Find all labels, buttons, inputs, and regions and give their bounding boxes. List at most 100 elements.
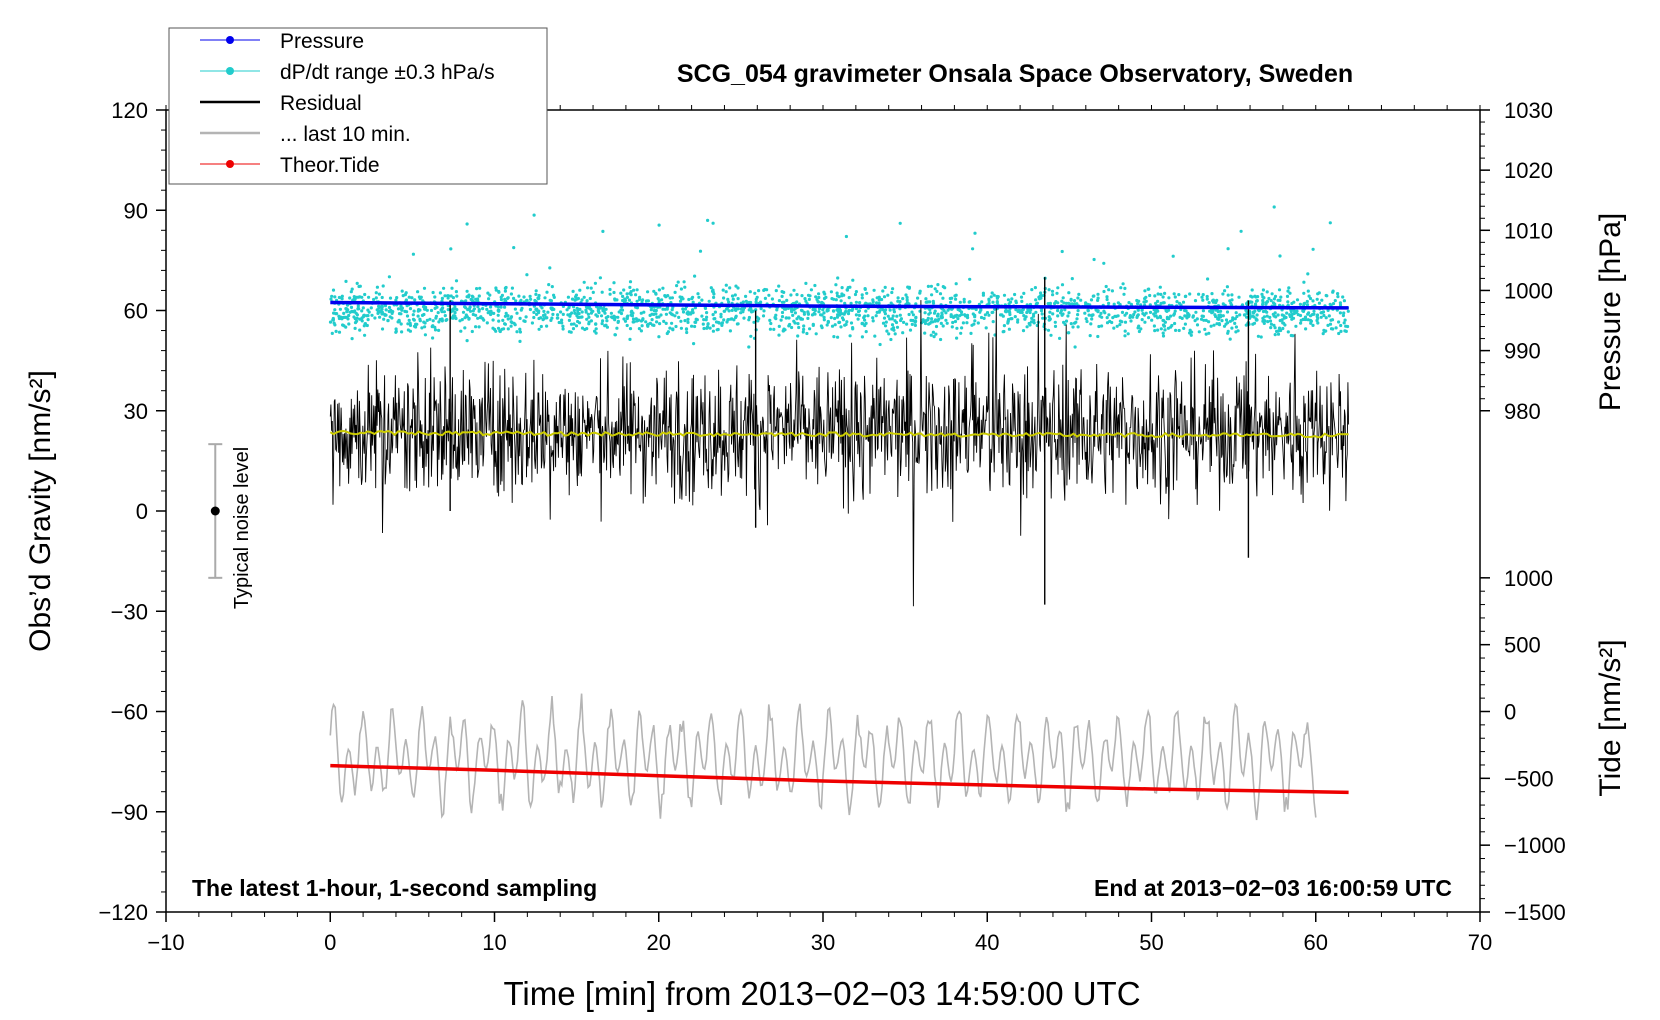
dpdt-point xyxy=(882,316,887,320)
dpdt-point xyxy=(1159,327,1163,331)
dpdt-point xyxy=(1092,294,1096,298)
dpdt-point xyxy=(569,322,574,326)
dpdt-point xyxy=(1299,321,1303,325)
dpdt-point xyxy=(780,315,785,319)
dpdt-point xyxy=(433,295,437,299)
dpdt-point xyxy=(883,285,887,289)
dpdt-point xyxy=(458,319,462,323)
dpdt-point xyxy=(619,291,623,295)
dpdt-point xyxy=(1242,313,1247,317)
dpdt-point xyxy=(344,279,348,283)
dpdt-point xyxy=(1076,325,1080,329)
dpdt-point xyxy=(863,318,867,322)
dpdt-point xyxy=(352,297,356,302)
dpdt-point xyxy=(1281,326,1285,331)
dpdt-point xyxy=(805,331,809,336)
dpdt-point xyxy=(525,298,529,303)
dpdt-point xyxy=(959,313,964,317)
dpdt-point xyxy=(910,322,914,326)
dpdt-point xyxy=(350,309,354,313)
dpdt-point xyxy=(1240,303,1245,307)
dpdt-point xyxy=(802,327,806,331)
dpdt-point xyxy=(983,313,988,317)
dpdt-point xyxy=(693,324,697,329)
dpdt-point xyxy=(1307,294,1311,298)
dpdt-point xyxy=(1153,294,1157,298)
dpdt-point xyxy=(734,314,738,318)
dpdt-point xyxy=(431,290,435,295)
dpdt-point xyxy=(686,310,690,314)
dpdt-point xyxy=(1025,325,1029,329)
dpdt-point xyxy=(472,307,476,311)
dpdt-point xyxy=(569,330,573,334)
dpdt-point xyxy=(892,328,896,332)
dpdt-point xyxy=(895,314,899,318)
dpdt-point xyxy=(1002,329,1006,334)
dpdt-point xyxy=(1143,320,1147,324)
dpdt-point xyxy=(549,299,554,303)
dpdt-point xyxy=(762,309,766,313)
dpdt-point xyxy=(411,313,415,317)
dpdt-point xyxy=(833,323,837,327)
dpdt-point xyxy=(733,308,738,312)
dpdt-point xyxy=(504,311,508,315)
dpdt-point xyxy=(728,286,732,290)
legend-label: Theor.Tide xyxy=(280,154,380,177)
dpdt-point xyxy=(453,305,457,309)
dpdt-point xyxy=(1321,310,1326,314)
dpdt-point xyxy=(605,319,609,323)
dpdt-point xyxy=(1090,313,1094,317)
dpdt-point xyxy=(561,327,565,331)
dpdt-point xyxy=(567,318,572,322)
dpdt-point xyxy=(358,317,362,321)
dpdt-point xyxy=(557,320,561,325)
dpdt-point xyxy=(863,287,867,291)
dpdt-point xyxy=(834,298,838,302)
dpdt-point xyxy=(1161,323,1166,327)
dpdt-point xyxy=(730,294,735,298)
dpdt-point xyxy=(635,299,639,303)
dpdt-point xyxy=(1279,295,1283,299)
dpdt-point xyxy=(1172,313,1176,317)
dpdt-point xyxy=(1342,321,1346,325)
dpdt-point xyxy=(529,297,533,301)
dpdt-point xyxy=(679,326,684,330)
dpdt-point xyxy=(461,310,466,314)
dpdt-point xyxy=(1050,289,1055,293)
dpdt-point xyxy=(1048,317,1052,321)
dpdt-point xyxy=(693,274,697,278)
dpdt-point xyxy=(790,310,794,314)
dpdt-point xyxy=(888,308,892,312)
dpdt-point xyxy=(875,301,879,305)
dpdt-point xyxy=(551,312,555,316)
dpdt-point xyxy=(756,319,760,323)
dpdt-point xyxy=(958,300,962,304)
dpdt-point xyxy=(1311,323,1315,327)
dpdt-point xyxy=(517,294,521,298)
dpdt-point xyxy=(1324,293,1328,298)
dpdt-point xyxy=(634,293,638,297)
dpdt-point xyxy=(1210,311,1214,315)
dpdt-point xyxy=(330,294,334,298)
dpdt-point xyxy=(399,322,403,326)
dpdt-point xyxy=(1234,330,1238,334)
dpdt-point xyxy=(1228,337,1232,341)
dpdt-point xyxy=(971,312,975,316)
dpdt-point xyxy=(474,325,478,329)
dpdt-point xyxy=(748,290,752,294)
dpdt-point xyxy=(822,318,826,322)
legend-label: Residual xyxy=(280,92,362,115)
dpdt-point xyxy=(1174,328,1178,332)
dpdt-point xyxy=(394,327,398,331)
dpdt-point xyxy=(381,284,385,288)
dpdt-point xyxy=(707,299,711,303)
dpdt-point xyxy=(1226,247,1230,251)
dpdt-point xyxy=(539,316,543,320)
dpdt-point xyxy=(587,315,591,319)
pressure-tick-label: 980 xyxy=(1504,399,1541,424)
dpdt-point xyxy=(550,308,554,312)
dpdt-point xyxy=(360,309,364,313)
dpdt-point xyxy=(1239,229,1243,233)
dpdt-point xyxy=(519,298,523,302)
dpdt-point xyxy=(857,313,862,317)
